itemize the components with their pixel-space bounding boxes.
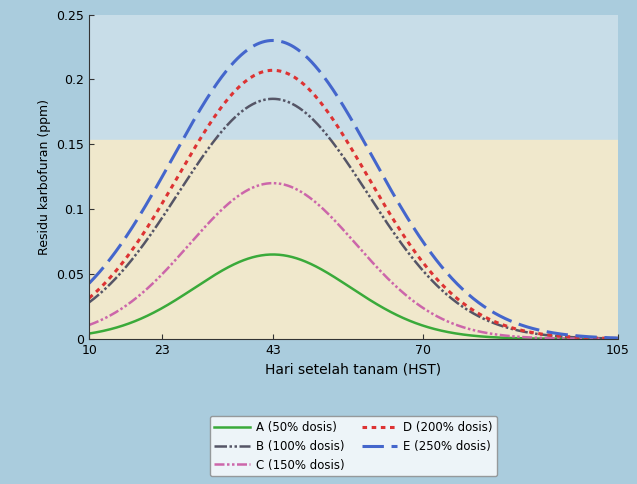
E (250% dosis) (614, 335, 622, 341)
A (50% dosis) (269, 252, 276, 257)
E (250% dosis) (440, 266, 447, 272)
C (150% dosis) (85, 322, 93, 328)
B (100% dosis) (221, 124, 229, 130)
E (250% dosis) (484, 306, 492, 312)
E (250% dosis) (221, 70, 229, 76)
Line: E (250% dosis): E (250% dosis) (89, 41, 618, 338)
Bar (89, 140, 618, 339)
E (250% dosis) (179, 137, 187, 143)
B (100% dosis) (484, 318, 492, 324)
Legend: A (50% dosis), B (100% dosis), C (150% dosis), D (200% dosis), E (250% dosis): A (50% dosis), B (100% dosis), C (150% d… (210, 416, 497, 476)
E (250% dosis) (326, 81, 333, 87)
D (200% dosis) (179, 165, 187, 171)
X-axis label: Hari setelah tanam (HST): Hari setelah tanam (HST) (266, 362, 441, 376)
D (200% dosis) (85, 295, 93, 301)
D (200% dosis) (269, 67, 276, 73)
B (100% dosis) (179, 183, 187, 189)
B (100% dosis) (326, 135, 333, 141)
Line: B (100% dosis): B (100% dosis) (89, 99, 618, 338)
A (50% dosis) (326, 271, 333, 277)
D (200% dosis) (398, 229, 406, 235)
A (50% dosis) (85, 331, 93, 336)
A (50% dosis) (179, 293, 187, 299)
B (100% dosis) (398, 241, 406, 247)
C (150% dosis) (269, 180, 276, 186)
Line: A (50% dosis): A (50% dosis) (89, 255, 618, 339)
B (100% dosis) (85, 300, 93, 305)
C (150% dosis) (440, 317, 447, 322)
C (150% dosis) (398, 288, 406, 294)
A (50% dosis) (614, 336, 622, 342)
B (100% dosis) (614, 335, 622, 341)
E (250% dosis) (269, 38, 276, 44)
E (250% dosis) (398, 205, 406, 211)
E (250% dosis) (85, 280, 93, 286)
C (150% dosis) (326, 212, 333, 218)
Line: D (200% dosis): D (200% dosis) (89, 70, 618, 338)
B (100% dosis) (269, 96, 276, 102)
Y-axis label: Residu karbofuran (ppm): Residu karbofuran (ppm) (38, 99, 51, 255)
Line: C (150% dosis): C (150% dosis) (89, 183, 618, 339)
B (100% dosis) (440, 288, 447, 294)
D (200% dosis) (326, 111, 333, 117)
C (150% dosis) (484, 330, 492, 336)
A (50% dosis) (440, 328, 447, 334)
D (200% dosis) (614, 335, 622, 341)
A (50% dosis) (484, 334, 492, 340)
D (200% dosis) (484, 316, 492, 321)
C (150% dosis) (221, 204, 229, 210)
A (50% dosis) (221, 266, 229, 272)
C (150% dosis) (179, 249, 187, 255)
D (200% dosis) (440, 283, 447, 288)
A (50% dosis) (398, 315, 406, 320)
D (200% dosis) (221, 100, 229, 106)
C (150% dosis) (614, 336, 622, 342)
